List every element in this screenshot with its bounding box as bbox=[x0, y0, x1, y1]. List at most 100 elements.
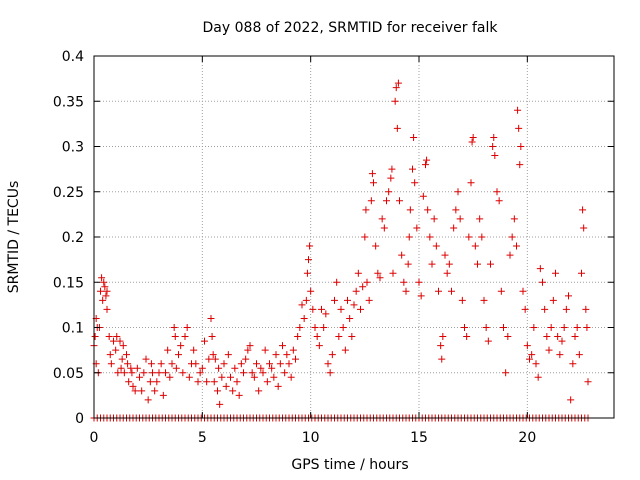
data-point bbox=[545, 346, 553, 354]
data-point bbox=[341, 346, 349, 354]
y-tick-label: 0.15 bbox=[53, 275, 84, 291]
data-point bbox=[205, 355, 213, 363]
data-point bbox=[196, 369, 204, 377]
data-point bbox=[514, 106, 522, 114]
data-point bbox=[322, 310, 330, 318]
data-point bbox=[106, 351, 114, 359]
data-point bbox=[513, 242, 520, 250]
data-point bbox=[157, 360, 165, 368]
data-point bbox=[190, 346, 198, 354]
data-point bbox=[91, 333, 99, 341]
data-point bbox=[124, 360, 132, 368]
data-point bbox=[383, 197, 390, 205]
data-point bbox=[554, 333, 562, 341]
data-point bbox=[250, 373, 258, 381]
data-point bbox=[452, 206, 460, 214]
data-point bbox=[328, 351, 336, 359]
data-point bbox=[218, 373, 226, 381]
data-point bbox=[409, 165, 416, 173]
data-point bbox=[229, 387, 237, 395]
data-point bbox=[370, 179, 377, 187]
data-point bbox=[374, 269, 382, 277]
data-point bbox=[393, 124, 401, 132]
data-point bbox=[300, 314, 308, 322]
data-point bbox=[268, 364, 276, 372]
data-point bbox=[493, 188, 501, 196]
data-point bbox=[125, 378, 133, 386]
data-point bbox=[372, 242, 380, 250]
data-point bbox=[484, 337, 492, 345]
data-point bbox=[465, 233, 473, 241]
data-point bbox=[389, 269, 397, 277]
data-point bbox=[235, 391, 243, 399]
data-point bbox=[584, 378, 592, 386]
data-point bbox=[117, 364, 125, 372]
data-point bbox=[119, 342, 127, 350]
data-point bbox=[426, 233, 434, 241]
data-point bbox=[348, 333, 356, 341]
data-point bbox=[140, 369, 148, 377]
data-point bbox=[437, 342, 445, 350]
data-point bbox=[133, 364, 141, 372]
data-point bbox=[276, 360, 284, 368]
data-point bbox=[318, 305, 325, 313]
data-point bbox=[398, 251, 406, 259]
data-point bbox=[346, 314, 354, 322]
data-point bbox=[320, 324, 328, 331]
data-point bbox=[208, 333, 216, 341]
data-point bbox=[136, 373, 143, 381]
y-tick-label: 0.05 bbox=[53, 366, 84, 382]
data-point bbox=[445, 260, 453, 268]
data-point bbox=[410, 133, 418, 141]
data-point bbox=[354, 269, 362, 277]
data-point bbox=[478, 233, 486, 241]
data-point bbox=[127, 364, 135, 372]
data-point bbox=[448, 287, 455, 295]
data-point bbox=[415, 278, 423, 286]
data-point bbox=[313, 333, 321, 341]
data-point bbox=[556, 351, 564, 359]
data-point bbox=[311, 324, 319, 331]
data-point bbox=[274, 382, 282, 390]
x-tick-label: 15 bbox=[410, 430, 428, 446]
data-point bbox=[476, 215, 484, 223]
data-point bbox=[315, 342, 323, 350]
data-point bbox=[240, 369, 247, 377]
data-point bbox=[458, 296, 466, 304]
data-point bbox=[569, 360, 577, 368]
data-point bbox=[253, 360, 260, 368]
data-point bbox=[489, 143, 497, 150]
data-point bbox=[181, 333, 189, 341]
data-point bbox=[131, 387, 139, 395]
data-point bbox=[541, 305, 549, 313]
data-point bbox=[497, 287, 505, 295]
data-point bbox=[303, 269, 311, 277]
data-point bbox=[211, 355, 219, 363]
data-point bbox=[571, 333, 579, 341]
data-point bbox=[365, 296, 373, 304]
data-point bbox=[281, 369, 289, 377]
data-point bbox=[113, 333, 121, 341]
data-point bbox=[396, 197, 403, 205]
data-point bbox=[417, 292, 425, 300]
data-point bbox=[439, 333, 447, 341]
data-point bbox=[534, 373, 542, 381]
data-point bbox=[339, 324, 347, 331]
data-point bbox=[380, 224, 388, 232]
data-point bbox=[114, 369, 122, 377]
data-point bbox=[123, 351, 130, 359]
data-point bbox=[144, 396, 152, 404]
data-point bbox=[296, 324, 304, 331]
data-point bbox=[443, 269, 451, 277]
data-point bbox=[220, 360, 228, 368]
data-point bbox=[526, 355, 533, 363]
data-point bbox=[103, 305, 111, 313]
data-point bbox=[307, 287, 315, 295]
data-point bbox=[102, 292, 110, 300]
data-point bbox=[580, 224, 588, 232]
data-point bbox=[99, 296, 107, 304]
data-point bbox=[350, 301, 358, 309]
data-point bbox=[430, 215, 438, 223]
data-point bbox=[367, 197, 375, 205]
data-point bbox=[573, 324, 581, 331]
